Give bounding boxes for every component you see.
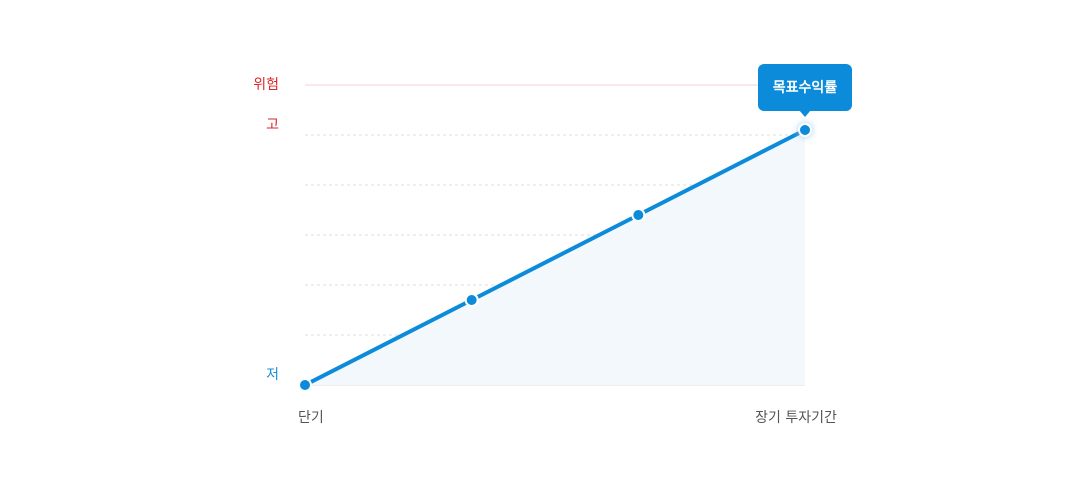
point xyxy=(798,123,812,137)
point xyxy=(464,293,479,307)
annotation-box xyxy=(758,64,852,111)
y-tick-label: 고 xyxy=(266,117,279,133)
annotation-pointer xyxy=(799,110,811,117)
y-tick-label: 위험 xyxy=(253,77,279,93)
point xyxy=(631,208,646,222)
annotation-text: 목표수익률 xyxy=(773,79,838,96)
line xyxy=(303,128,807,387)
y-tick-label: 저 xyxy=(266,367,279,383)
annotation: 목표수익률 xyxy=(758,64,852,117)
x-tick-label: 단기 xyxy=(298,410,324,426)
x-tick-label: 장기 투자기간 xyxy=(755,410,837,426)
point xyxy=(298,378,312,392)
